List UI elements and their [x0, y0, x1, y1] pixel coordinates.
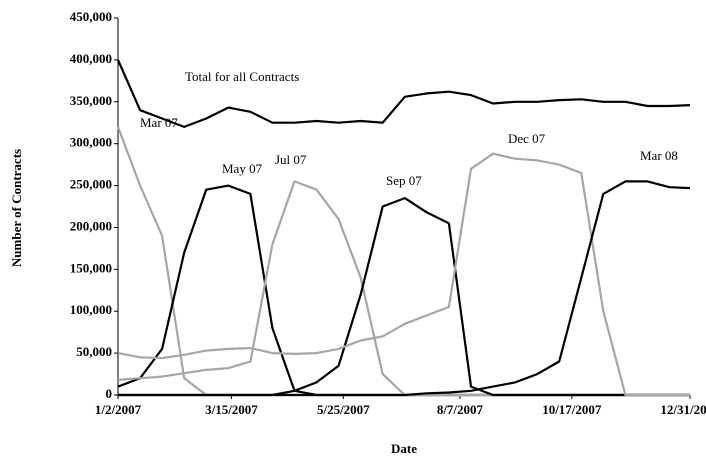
series-line — [117, 152, 690, 397]
series-line — [117, 184, 690, 397]
series-label: Total for all Contracts — [185, 69, 299, 84]
y-tick-label: 150,000 — [70, 260, 112, 275]
x-axis-title: Date — [391, 441, 417, 456]
y-tick-label: 450,000 — [70, 9, 112, 24]
series-label: Mar 07 — [140, 115, 178, 130]
series-label: Sep 07 — [386, 173, 422, 188]
series-line — [116, 59, 691, 128]
x-tick-label: 12/31/2007 — [660, 402, 706, 417]
x-tick-label: 10/17/2007 — [542, 402, 602, 417]
x-tick-label: 5/25/2007 — [317, 402, 370, 417]
series-line — [118, 180, 691, 397]
y-tick-label: 300,000 — [70, 135, 112, 150]
series-line — [116, 126, 690, 397]
series-label: May 07 — [222, 161, 263, 176]
series-label: Jul 07 — [275, 152, 307, 167]
y-tick-label: 350,000 — [70, 93, 112, 108]
y-tick-label: 250,000 — [70, 177, 112, 192]
x-tick-label: 1/2/2007 — [95, 402, 142, 417]
series-line — [117, 180, 690, 397]
y-tick-label: 400,000 — [70, 51, 112, 66]
y-tick-label: 200,000 — [70, 218, 112, 233]
x-tick-label: 3/15/2007 — [205, 402, 258, 417]
series-label: Mar 08 — [640, 148, 678, 163]
y-tick-label: 0 — [106, 386, 113, 401]
y-axis-title: Number of Contracts — [9, 149, 24, 267]
y-tick-label: 50,000 — [76, 344, 112, 359]
y-tick-label: 100,000 — [70, 302, 112, 317]
series-label: Dec 07 — [508, 131, 546, 146]
series-line — [118, 197, 690, 397]
x-tick-label: 8/7/2007 — [437, 402, 484, 417]
